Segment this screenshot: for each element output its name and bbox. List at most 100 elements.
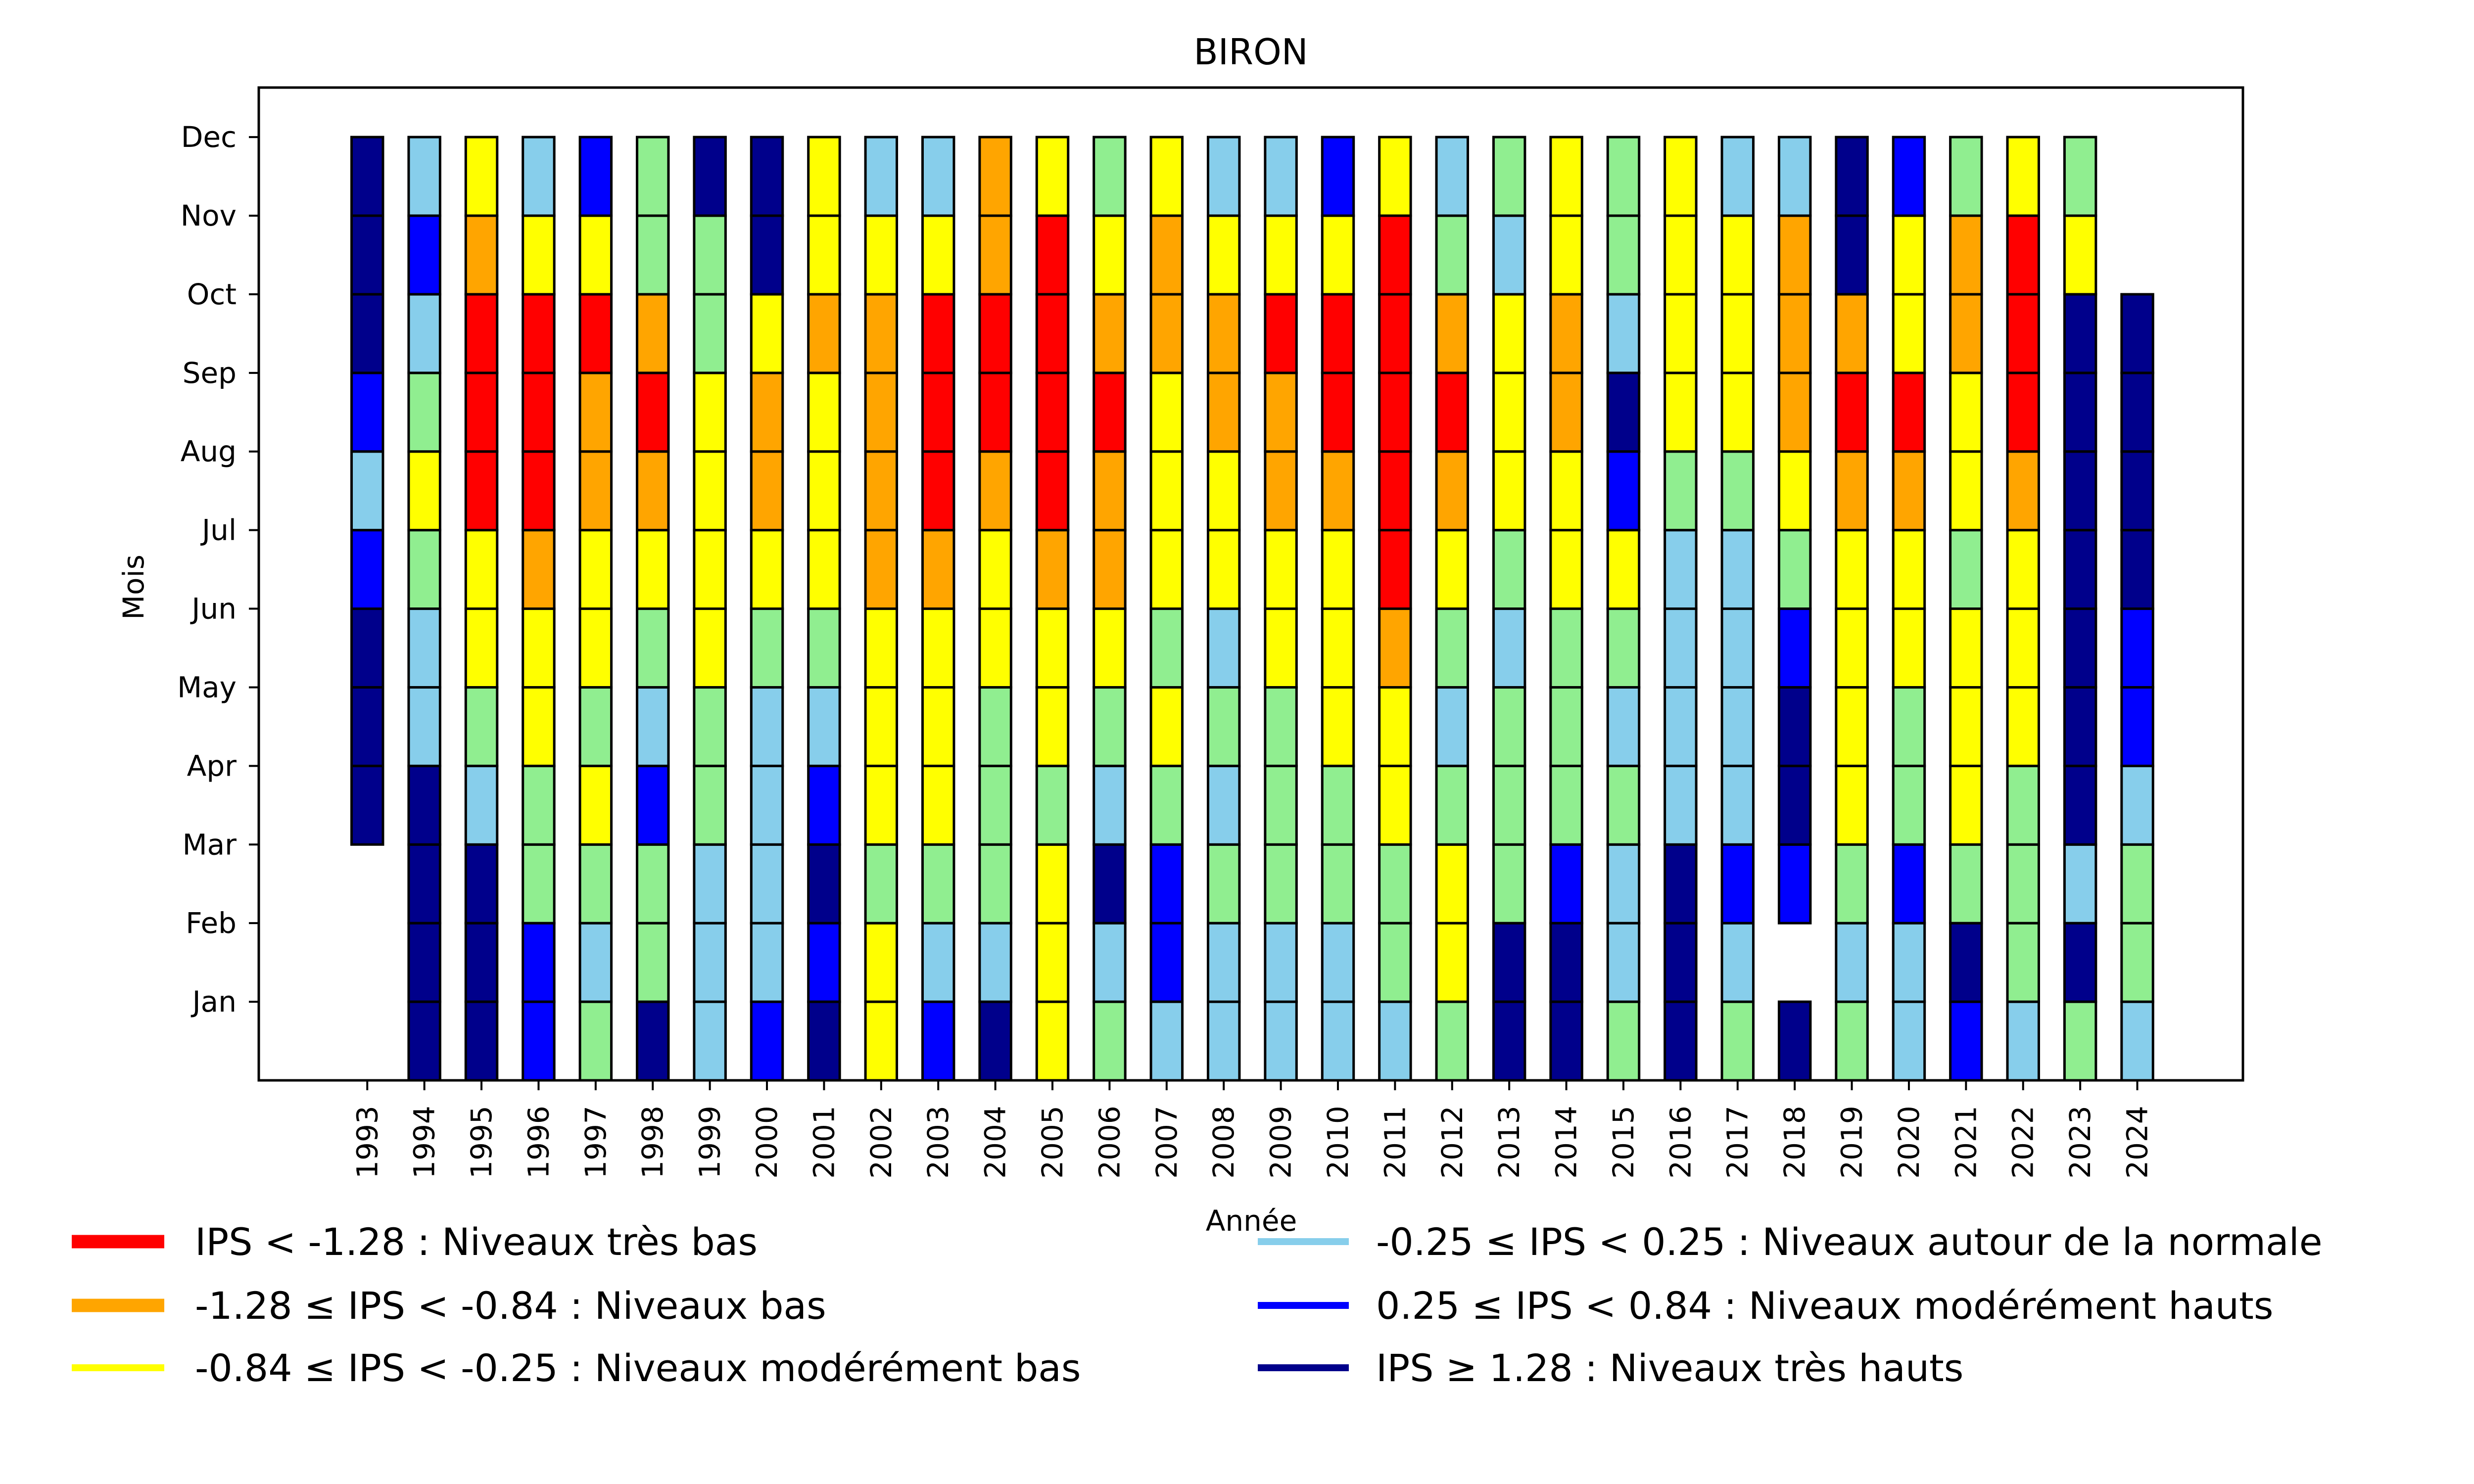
cell-2004-jul (978, 529, 1012, 610)
cell-2005-mar (1035, 843, 1070, 925)
cell-2020-jul (1892, 529, 1926, 610)
cell-2012-aug (1435, 450, 1470, 532)
x-tick-label: 2009 (1264, 1106, 1298, 1179)
cell-2003-jun (921, 607, 955, 689)
cell-2000-may (750, 686, 784, 767)
cell-2008-apr (1206, 764, 1241, 846)
cell-2012-feb (1435, 922, 1470, 1003)
cell-2002-nov (864, 214, 899, 296)
cell-1995-aug (464, 450, 499, 532)
x-tick-label: 2010 (1321, 1106, 1355, 1179)
x-tick-label: 2007 (1150, 1106, 1184, 1179)
cell-2001-mar (807, 843, 841, 925)
cell-2012-jan (1435, 1000, 1470, 1082)
cell-1997-aug (578, 450, 613, 532)
cell-1997-may (578, 686, 613, 767)
x-tick-label: 2021 (1949, 1106, 1983, 1179)
cell-2009-jul (1264, 529, 1298, 610)
cell-2001-may (807, 686, 841, 767)
cell-1997-feb (578, 922, 613, 1003)
cell-2002-aug (864, 450, 899, 532)
cell-2007-mar (1149, 843, 1184, 925)
cell-2013-may (1492, 686, 1526, 767)
cell-1997-oct (578, 293, 613, 374)
cell-2017-sep (1720, 371, 1755, 453)
cell-2000-dec (750, 136, 784, 217)
cell-2016-may (1664, 686, 1698, 767)
cell-2021-jan (1949, 1000, 1983, 1082)
cell-2017-jan (1720, 1000, 1755, 1082)
cell-1997-jun (578, 607, 613, 689)
cell-2015-aug (1606, 450, 1641, 532)
cell-2022-nov (2006, 214, 2040, 296)
cell-2004-jan (978, 1000, 1012, 1082)
cell-2007-apr (1149, 764, 1184, 846)
cell-2013-sep (1492, 371, 1526, 453)
cell-1993-dec (350, 136, 384, 217)
x-tick-label: 2017 (1721, 1106, 1755, 1179)
x-tick-label: 1998 (636, 1106, 669, 1179)
cell-2021-mar (1949, 843, 1983, 925)
cell-2011-mar (1378, 843, 1412, 925)
cell-1999-apr (693, 764, 727, 846)
legend-label: IPS ≥ 1.28 : Niveaux très hauts (1376, 1346, 1963, 1390)
cell-2017-nov (1720, 214, 1755, 296)
cell-2012-sep (1435, 371, 1470, 453)
cell-2016-apr (1664, 764, 1698, 846)
cell-1994-jun (407, 607, 441, 689)
cell-2023-feb (2063, 922, 2097, 1003)
cell-2012-may (1435, 686, 1470, 767)
cell-2008-sep (1206, 371, 1241, 453)
cell-2005-feb (1035, 922, 1070, 1003)
cell-2018-jan (1777, 1000, 1812, 1082)
cell-2000-jun (750, 607, 784, 689)
cell-2014-dec (1549, 136, 1583, 217)
cell-2017-jul (1720, 529, 1755, 610)
cell-2009-nov (1264, 214, 1298, 296)
cell-2014-oct (1549, 293, 1583, 374)
y-tick-label: May (177, 670, 237, 704)
x-tick-label: 2001 (807, 1106, 841, 1179)
cell-2010-mar (1321, 843, 1355, 925)
y-tick-label: Apr (187, 749, 237, 783)
cell-1999-may (693, 686, 727, 767)
cell-1999-mar (693, 843, 727, 925)
y-tick-label: Jul (200, 513, 237, 547)
cell-2021-oct (1949, 293, 1983, 374)
cell-2024-mar (2120, 843, 2154, 925)
cell-2015-mar (1606, 843, 1641, 925)
cell-2015-sep (1606, 371, 1641, 453)
cell-2008-mar (1206, 843, 1241, 925)
cell-1998-nov (635, 214, 670, 296)
cell-2009-may (1264, 686, 1298, 767)
cell-1998-jan (635, 1000, 670, 1082)
cell-2000-oct (750, 293, 784, 374)
cell-2004-may (978, 686, 1012, 767)
cell-2009-apr (1264, 764, 1298, 846)
cell-2011-apr (1378, 764, 1412, 846)
cell-1995-apr (464, 764, 499, 846)
cell-2021-dec (1949, 136, 1983, 217)
cell-1999-sep (693, 371, 727, 453)
cell-1993-jul (350, 529, 384, 610)
cell-2008-aug (1206, 450, 1241, 532)
cell-1996-sep (522, 371, 556, 453)
cell-2010-jun (1321, 607, 1355, 689)
cell-2022-sep (2006, 371, 2040, 453)
cell-2000-sep (750, 371, 784, 453)
cell-2005-jul (1035, 529, 1070, 610)
cell-2001-dec (807, 136, 841, 217)
cell-1998-jun (635, 607, 670, 689)
cell-2019-dec (1835, 136, 1869, 217)
cell-2016-feb (1664, 922, 1698, 1003)
cell-2000-jul (750, 529, 784, 610)
cell-2019-mar (1835, 843, 1869, 925)
cell-2018-jul (1777, 529, 1812, 610)
cell-2001-sep (807, 371, 841, 453)
x-tick-label: 2018 (1778, 1106, 1811, 1179)
y-tick-label: Mar (183, 828, 237, 861)
cell-2019-apr (1835, 764, 1869, 846)
cell-2015-dec (1606, 136, 1641, 217)
cell-1993-apr (350, 764, 384, 846)
cell-2014-sep (1549, 371, 1583, 453)
